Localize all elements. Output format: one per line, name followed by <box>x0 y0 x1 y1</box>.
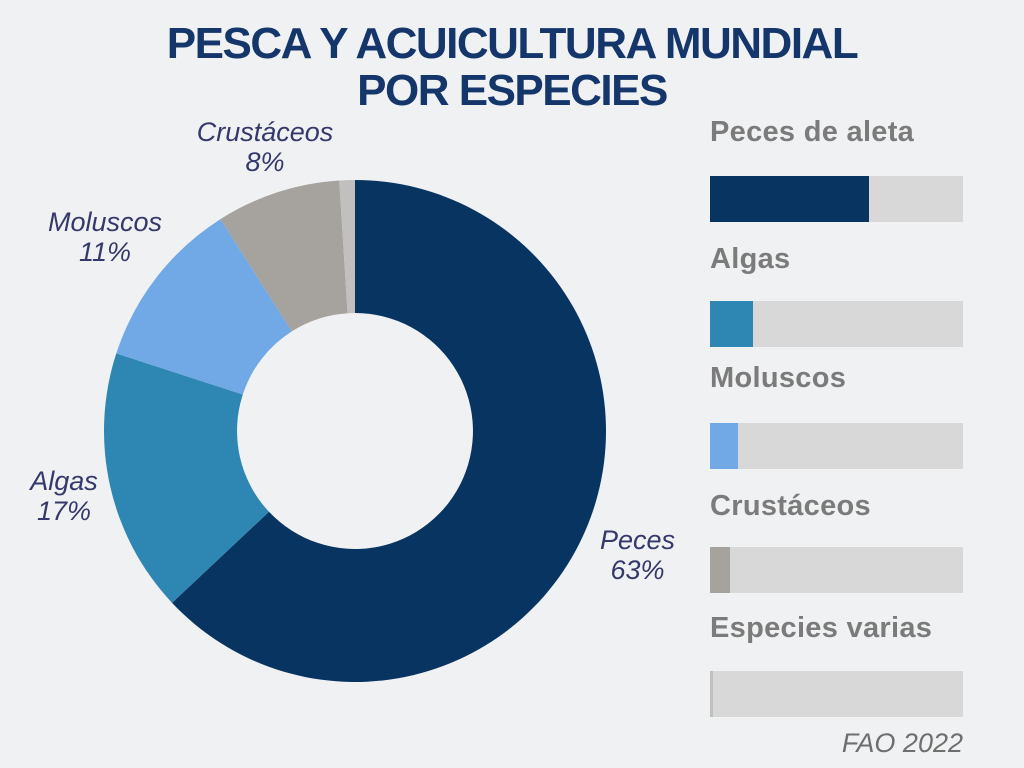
legend-bar-track-especies-varias <box>710 671 963 717</box>
chart-title: PESCA Y ACUICULTURA MUNDIAL POR ESPECIES <box>0 20 1024 114</box>
legend-bar-fill-moluscos <box>710 423 738 469</box>
slice-label-name: Crustáceos <box>196 117 334 147</box>
legend-bar-fill-peces-de-aleta <box>710 176 870 222</box>
chart-title-line1: PESCA Y ACUICULTURA MUNDIAL <box>166 19 859 68</box>
slice-label-moluscos: Moluscos 11% <box>20 207 190 267</box>
slice-label-name: Peces <box>599 525 676 555</box>
donut-slice-moluscos <box>116 219 292 395</box>
chart-title-line2: POR ESPECIES <box>357 66 668 115</box>
slice-label-pct: 11% <box>78 237 132 267</box>
slice-label-name: Moluscos <box>47 207 163 237</box>
legend-bar-track-crustaceos <box>710 547 963 593</box>
donut-slice-especies-varias <box>339 180 355 314</box>
slice-label-crustaceos: Crustáceos 8% <box>165 117 365 177</box>
donut-slice-crustaceos <box>220 180 348 332</box>
donut-slice-peces <box>172 180 606 682</box>
legend-bar-track-algas <box>710 301 963 347</box>
slice-label-algas: Algas 17% <box>0 466 128 526</box>
source-attribution: FAO 2022 <box>841 728 963 758</box>
legend-bar-fill-crustaceos <box>710 547 731 593</box>
legend-bar-track-moluscos <box>710 423 963 469</box>
legend-label-crustaceos: Crustáceos <box>710 490 871 522</box>
slice-label-name: Algas <box>30 466 98 496</box>
legend: Peces de aleta Algas Moluscos Crustáceos Esp… <box>710 0 963 768</box>
legend-bar-fill-algas <box>710 301 753 347</box>
donut-slice-algas <box>103 353 270 603</box>
slice-label-pct: 63% <box>610 555 665 585</box>
legend-label-peces-de-aleta: Peces de aleta <box>710 116 915 148</box>
legend-label-moluscos: Moluscos <box>710 362 847 394</box>
slice-label-pct: 8% <box>245 147 285 177</box>
slice-label-pct: 17% <box>36 496 92 526</box>
legend-label-algas: Algas <box>710 243 791 275</box>
legend-bar-track-peces-de-aleta <box>710 176 963 222</box>
legend-bar-fill-especies-varias <box>710 671 713 717</box>
legend-label-especies-varias: Especies varias <box>710 612 933 644</box>
slice-label-peces: Peces 63% <box>555 525 720 585</box>
